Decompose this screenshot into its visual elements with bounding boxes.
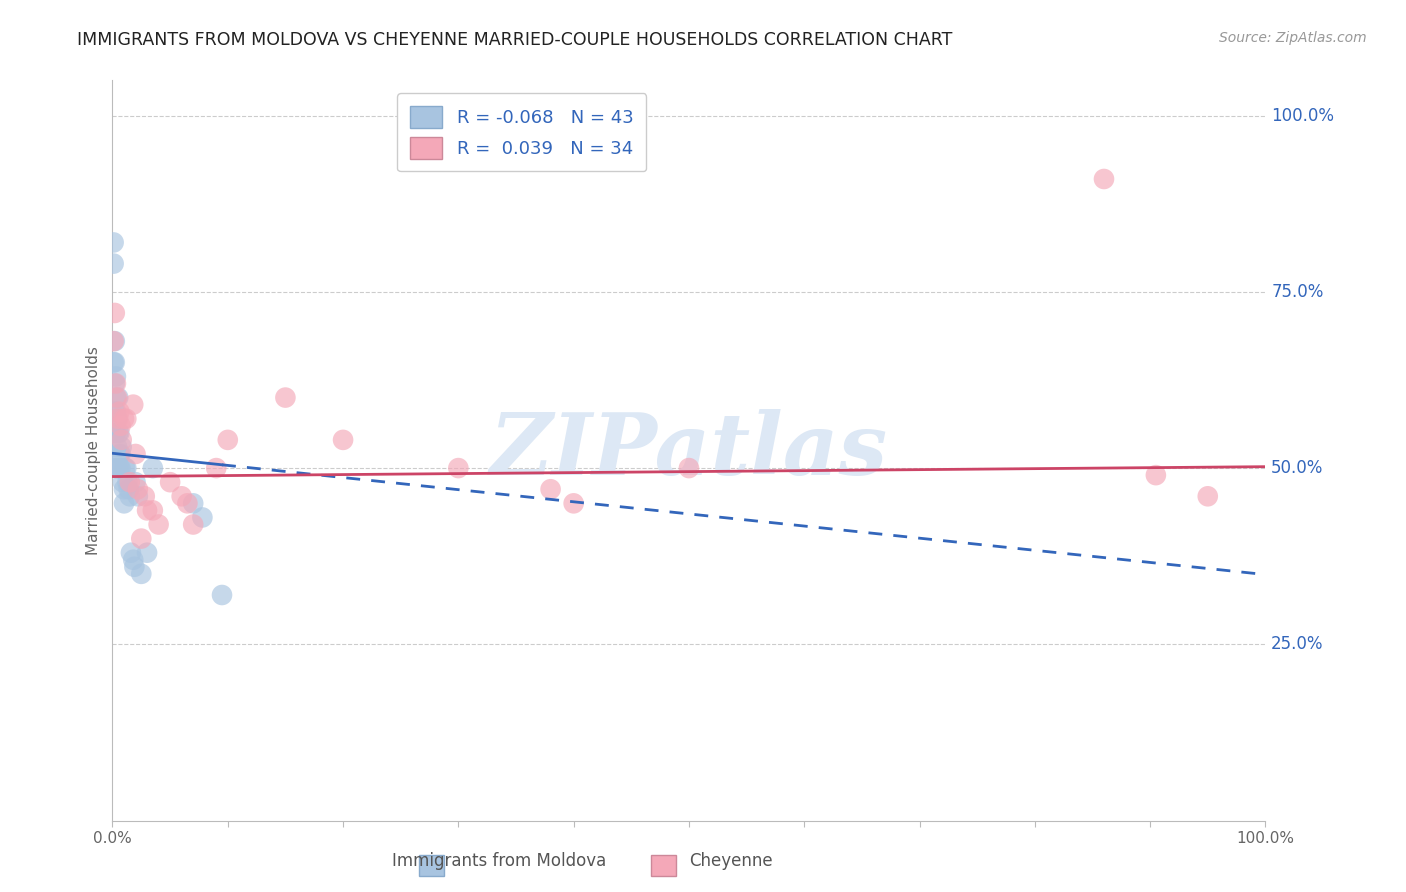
Point [112,496,135,510]
Point [103,257,125,271]
Point [122,553,145,567]
Point [181,517,204,532]
Point [110,418,132,433]
Point [103,334,125,348]
Text: Cheyenne: Cheyenne [689,852,773,870]
Point [111,433,134,447]
Point [1144,468,1167,483]
Point [110,461,132,475]
Point [104,376,127,391]
Point [118,489,141,503]
Point [332,433,354,447]
Point [1197,489,1219,503]
Point [117,475,139,490]
Point [217,433,239,447]
Point [103,235,125,250]
Point [205,461,228,475]
Point [159,475,181,490]
Text: 50.0%: 50.0% [1271,459,1323,477]
Point [111,440,134,454]
Point [124,447,146,461]
Point [562,496,585,510]
Point [105,440,128,454]
Point [103,355,125,369]
Point [122,398,145,412]
Point [107,391,129,405]
Point [111,475,134,490]
Point [104,355,127,369]
Point [170,489,193,503]
Point [107,411,129,425]
Text: 25.0%: 25.0% [1271,635,1323,653]
Point [104,306,127,320]
Point [181,496,204,510]
Point [112,482,135,496]
Point [108,425,131,440]
Point [117,482,139,496]
Point [104,405,127,419]
Point [124,475,146,490]
Text: 100.0%: 100.0% [1271,106,1334,125]
Point [105,391,128,405]
Legend: R = -0.068   N = 43, R =  0.039   N = 34: R = -0.068 N = 43, R = 0.039 N = 34 [398,93,647,171]
Point [274,391,297,405]
Point [176,496,198,510]
Point [124,559,146,574]
Point [108,461,131,475]
Point [104,391,127,405]
FancyBboxPatch shape [419,855,444,876]
Y-axis label: Married-couple Households: Married-couple Households [86,346,101,555]
Point [105,461,128,475]
Text: 75.0%: 75.0% [1271,283,1323,301]
Point [142,461,165,475]
Point [108,405,131,419]
Point [134,489,156,503]
Text: Source: ZipAtlas.com: Source: ZipAtlas.com [1219,31,1367,45]
Point [118,475,141,490]
Point [112,411,135,425]
Point [142,503,165,517]
Point [129,566,153,581]
Point [211,588,233,602]
Point [107,425,129,440]
Point [105,411,128,425]
Text: Immigrants from Moldova: Immigrants from Moldova [392,852,606,870]
Point [104,425,127,440]
Point [110,447,132,461]
Point [127,489,149,503]
Point [120,546,142,560]
Point [447,461,470,475]
Point [108,447,131,461]
Point [104,405,127,419]
Point [104,334,127,348]
Point [104,425,127,440]
Point [129,532,153,546]
Point [1092,172,1115,186]
Point [115,461,138,475]
Text: ZIPatlas: ZIPatlas [489,409,889,492]
Point [127,482,149,496]
Point [114,461,136,475]
Point [104,461,127,475]
Point [136,503,159,517]
Point [191,510,214,524]
Text: IMMIGRANTS FROM MOLDOVA VS CHEYENNE MARRIED-COUPLE HOUSEHOLDS CORRELATION CHART: IMMIGRANTS FROM MOLDOVA VS CHEYENNE MARR… [77,31,953,49]
Point [104,369,127,384]
Point [678,461,700,475]
Point [148,517,170,532]
FancyBboxPatch shape [651,855,676,876]
Point [104,376,127,391]
Point [136,546,159,560]
Point [115,411,138,425]
Point [540,482,562,496]
